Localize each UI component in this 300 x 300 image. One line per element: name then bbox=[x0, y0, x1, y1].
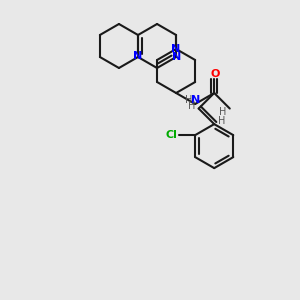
Text: N: N bbox=[172, 44, 181, 54]
Text: H: H bbox=[218, 116, 225, 126]
Text: N: N bbox=[172, 52, 182, 62]
Text: N: N bbox=[134, 51, 142, 61]
Text: H: H bbox=[188, 100, 195, 111]
Text: N: N bbox=[190, 95, 200, 105]
Text: H: H bbox=[219, 106, 226, 117]
Text: H: H bbox=[185, 95, 193, 105]
Text: O: O bbox=[211, 69, 220, 79]
Text: Cl: Cl bbox=[165, 130, 177, 140]
